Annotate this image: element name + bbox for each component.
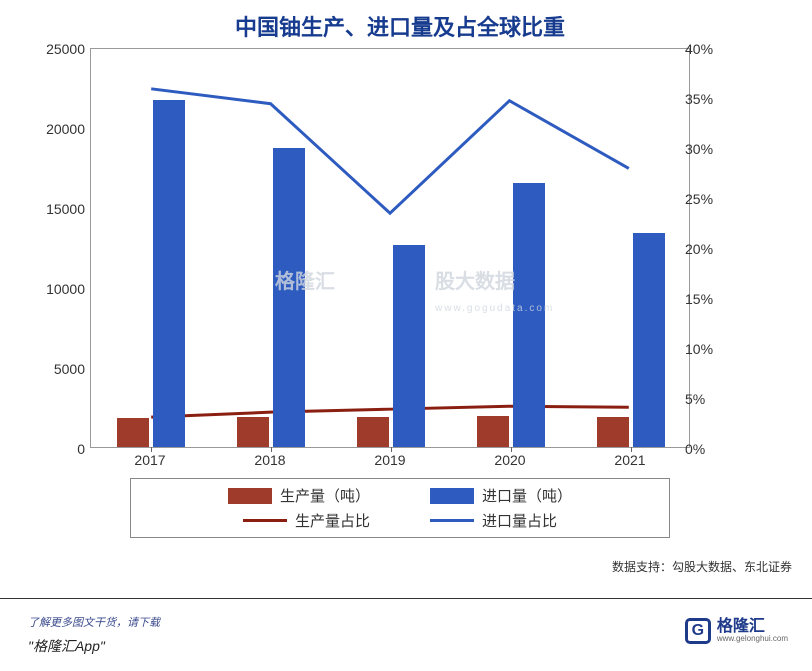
chart-title: 中国铀生产、进口量及占全球比重 bbox=[30, 10, 770, 42]
gelonghui-logo: G 格隆汇 www.gelonghui.com bbox=[685, 618, 788, 644]
footer-divider bbox=[0, 598, 812, 599]
logo-mark-icon: G bbox=[685, 618, 711, 644]
data-source: 数据支持：勾股大数据、东北证券 bbox=[612, 558, 792, 575]
footer-note: 了解更多图文干货，请下载 bbox=[28, 614, 160, 630]
y-right-tick: 30% bbox=[685, 141, 729, 157]
bar-production_volume bbox=[237, 417, 268, 447]
bar-production_volume bbox=[357, 417, 388, 447]
x-tick: 2020 bbox=[494, 452, 525, 468]
y-right-tick: 20% bbox=[685, 241, 729, 257]
y-right-tick: 15% bbox=[685, 291, 729, 307]
legend: 生产量（吨） 进口量（吨） 生产量占比 进口量占比 bbox=[130, 478, 670, 538]
y-left-tick: 5000 bbox=[31, 361, 85, 377]
x-tick: 2017 bbox=[134, 452, 165, 468]
line-import_share bbox=[151, 89, 629, 213]
y-right-tick: 25% bbox=[685, 191, 729, 207]
bar-import_volume bbox=[153, 100, 184, 447]
bar-import_volume bbox=[513, 183, 544, 447]
x-tick: 2019 bbox=[374, 452, 405, 468]
legend-swatch bbox=[243, 519, 287, 522]
chart-container: 中国铀生产、进口量及占全球比重 050001000015000200002500… bbox=[30, 10, 770, 580]
legend-label: 生产量（吨） bbox=[280, 485, 370, 506]
y-left-tick: 10000 bbox=[31, 281, 85, 297]
y-left-tick: 20000 bbox=[31, 121, 85, 137]
y-right-tick: 0% bbox=[685, 441, 729, 457]
logo-brand-cn: 格隆汇 bbox=[717, 619, 788, 635]
y-left-tick: 0 bbox=[31, 441, 85, 457]
bar-import_volume bbox=[633, 233, 664, 447]
legend-swatch bbox=[430, 519, 474, 522]
legend-swatch bbox=[430, 488, 474, 504]
legend-item-production_share: 生产量占比 bbox=[243, 510, 370, 531]
x-tick: 2021 bbox=[614, 452, 645, 468]
y-right-tick: 40% bbox=[685, 41, 729, 57]
legend-label: 进口量（吨） bbox=[482, 485, 572, 506]
legend-label: 生产量占比 bbox=[295, 510, 370, 531]
x-tick: 2018 bbox=[254, 452, 285, 468]
y-left-tick: 25000 bbox=[31, 41, 85, 57]
logo-brand-en: www.gelonghui.com bbox=[717, 635, 788, 643]
bar-import_volume bbox=[393, 245, 424, 447]
bar-production_volume bbox=[117, 418, 148, 447]
y-left-tick: 15000 bbox=[31, 201, 85, 217]
bar-production_volume bbox=[477, 416, 508, 447]
bar-import_volume bbox=[273, 148, 304, 447]
legend-item-import_volume: 进口量（吨） bbox=[430, 485, 572, 506]
legend-item-production_volume: 生产量（吨） bbox=[228, 485, 370, 506]
y-axis-left: 0500010000150002000025000 bbox=[31, 49, 91, 447]
y-right-tick: 5% bbox=[685, 391, 729, 407]
legend-label: 进口量占比 bbox=[482, 510, 557, 531]
plot-area: 0500010000150002000025000 0%5%10%15%20%2… bbox=[90, 48, 690, 448]
legend-item-import_share: 进口量占比 bbox=[430, 510, 557, 531]
y-right-tick: 35% bbox=[685, 91, 729, 107]
y-right-tick: 10% bbox=[685, 341, 729, 357]
line-production_share bbox=[151, 406, 629, 417]
bar-production_volume bbox=[597, 417, 628, 447]
footer-app-name: "格隆汇App" bbox=[28, 636, 105, 656]
legend-swatch bbox=[228, 488, 272, 504]
